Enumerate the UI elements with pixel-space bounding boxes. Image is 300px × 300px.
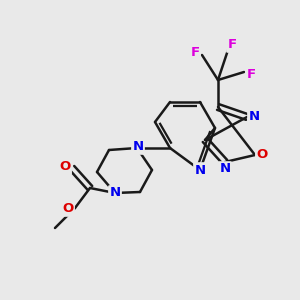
Text: F: F — [190, 46, 200, 59]
Text: N: N — [132, 140, 144, 154]
Text: O: O — [62, 202, 74, 215]
Text: N: N — [194, 164, 206, 176]
Text: N: N — [219, 163, 231, 176]
Text: N: N — [248, 110, 260, 124]
Text: F: F — [227, 38, 237, 52]
Text: F: F — [246, 68, 256, 80]
Text: O: O — [59, 160, 70, 173]
Text: O: O — [256, 148, 268, 161]
Text: N: N — [110, 187, 121, 200]
